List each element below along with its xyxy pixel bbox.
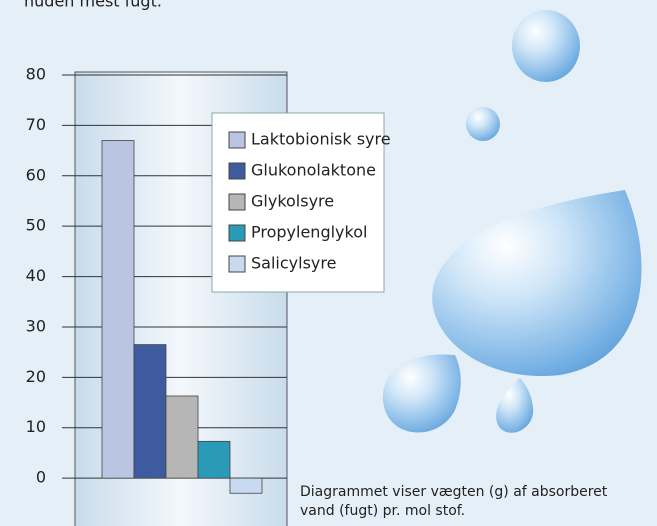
bar xyxy=(230,478,262,493)
legend-swatch xyxy=(229,225,245,241)
bar xyxy=(102,141,134,479)
bar xyxy=(166,396,198,478)
legend-label: Glykolsyre xyxy=(251,192,334,211)
y-tick-label: 50 xyxy=(26,216,46,235)
legend-label: Propylenglykol xyxy=(251,223,367,242)
y-tick-label: 80 xyxy=(26,65,46,84)
legend-swatch xyxy=(229,256,245,272)
legend-label: Salicylsyre xyxy=(251,254,336,273)
caption: Diagrammet viser vægten (g) af absorbere… xyxy=(300,484,608,500)
y-tick-label: 10 xyxy=(26,417,46,436)
y-tick-label: 40 xyxy=(26,266,46,285)
legend-swatch xyxy=(229,163,245,179)
legend-swatch xyxy=(229,132,245,148)
intro-text: huden mest fugt. xyxy=(24,0,162,11)
bar xyxy=(134,345,166,479)
legend-label: Laktobionisk syre xyxy=(251,130,391,149)
legend-label: Glukonolaktone xyxy=(251,161,376,180)
caption: vand (fugt) pr. mol stof. xyxy=(300,503,465,519)
chart: huden mest fugt. 0 10 20 30 40 50 60 70 80 Laktob… xyxy=(0,0,657,526)
y-tick-label: 60 xyxy=(26,165,46,184)
y-tick-label: 30 xyxy=(26,316,46,335)
y-tick-label: 20 xyxy=(26,367,46,386)
y-tick-label: 0 xyxy=(36,468,46,487)
bar xyxy=(198,441,230,478)
legend-swatch xyxy=(229,194,245,210)
y-tick-label: 70 xyxy=(26,115,46,134)
